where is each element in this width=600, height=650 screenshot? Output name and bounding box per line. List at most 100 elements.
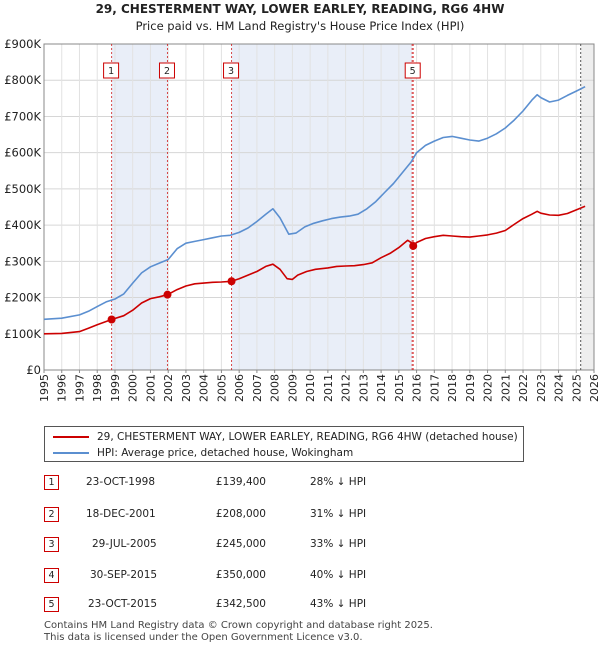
shaded-period bbox=[231, 44, 413, 370]
table-row: 4 30-SEP-2015 £350,000 40% ↓ HPI bbox=[0, 568, 600, 586]
table-row: 2 18-DEC-2001 £208,000 31% ↓ HPI bbox=[0, 507, 600, 525]
x-tick-label: 2013 bbox=[357, 374, 370, 402]
x-tick-label: 1998 bbox=[91, 374, 104, 402]
x-tick-label: 2001 bbox=[144, 374, 157, 402]
plot-border bbox=[43, 43, 595, 371]
x-tick-label: 2007 bbox=[251, 374, 264, 402]
y-tick-label: £300K bbox=[4, 254, 41, 268]
chart-title: 29, CHESTERMENT WAY, LOWER EARLEY, READI… bbox=[96, 2, 505, 16]
x-tick-label: 2025 bbox=[570, 374, 583, 402]
hpi-series-line bbox=[43, 85, 586, 321]
event-box-5 bbox=[404, 62, 421, 79]
legend-label: 29, CHESTERMENT WAY, LOWER EARLEY, READI… bbox=[97, 431, 518, 443]
x-tick-label: 2024 bbox=[553, 374, 566, 402]
sale-number-badge: 3 bbox=[44, 537, 59, 552]
x-tick-label: 2022 bbox=[517, 374, 530, 402]
sale-number-badge: 4 bbox=[44, 568, 59, 583]
x-tick-label: 2019 bbox=[464, 374, 477, 402]
y-axis-ticks: £0 £100K £200K £300K £400K £500K £600K £700K £80… bbox=[4, 37, 41, 377]
y-tick-label: £0 bbox=[26, 363, 41, 377]
legend-label: HPI: Average price, detached house, Woki… bbox=[97, 447, 354, 459]
event-box-label-2: 2 bbox=[164, 66, 170, 77]
table-row: 1 23-OCT-1998 £139,400 28% ↓ HPI bbox=[0, 475, 600, 493]
chart-subtitle: Price paid vs. HM Land Registry's House … bbox=[136, 19, 465, 33]
sale-price: £208,000 bbox=[215, 508, 266, 520]
legend-swatch-blue bbox=[53, 452, 89, 454]
sale-price: £139,400 bbox=[215, 476, 266, 488]
table-row: 3 29-JUL-2005 £245,000 33% ↓ HPI bbox=[0, 537, 600, 555]
x-tick-label: 1995 bbox=[38, 374, 51, 402]
legend: 29, CHESTERMENT WAY, LOWER EARLEY, READI… bbox=[44, 426, 524, 462]
sale-hpi-diff: 33% ↓ HPI bbox=[310, 538, 367, 550]
x-tick-label: 2018 bbox=[446, 374, 459, 402]
x-tick-label: 2015 bbox=[393, 374, 406, 402]
footer-line: This data is licensed under the Open Gov… bbox=[44, 632, 363, 643]
x-tick-label: 2017 bbox=[428, 374, 441, 402]
series-lines bbox=[43, 85, 586, 335]
x-tick-label: 2026 bbox=[588, 374, 600, 402]
legend-swatch-red bbox=[53, 436, 89, 438]
sale-date: 23-OCT-1998 bbox=[86, 476, 155, 488]
sale-marker-1 bbox=[107, 315, 116, 324]
sale-date: 23-OCT-2015 bbox=[88, 598, 157, 610]
sale-marker-2 bbox=[163, 290, 172, 299]
legend-item-hpi: HPI: Average price, detached house, Woki… bbox=[53, 445, 353, 461]
event-box-1 bbox=[103, 62, 120, 79]
sale-date: 18-DEC-2001 bbox=[86, 508, 156, 520]
event-box-label-1: 1 bbox=[108, 66, 114, 77]
y-tick-label: £800K bbox=[4, 73, 41, 87]
sale-number-badge: 5 bbox=[44, 597, 59, 612]
x-tick-label: 1997 bbox=[73, 374, 86, 402]
x-tick-label: 2020 bbox=[482, 374, 495, 402]
sale-date: 29-JUL-2005 bbox=[92, 538, 157, 550]
footer-attribution: Contains HM Land Registry data © Crown c… bbox=[44, 620, 433, 644]
y-tick-label: £500K bbox=[4, 182, 41, 196]
x-tick-label: 2006 bbox=[233, 374, 246, 402]
event-box-label-3: 3 bbox=[228, 66, 234, 77]
x-tick-label: 2014 bbox=[375, 374, 388, 402]
footer-line: Contains HM Land Registry data © Crown c… bbox=[44, 620, 433, 631]
property-series-line bbox=[43, 205, 586, 335]
sale-hpi-diff: 40% ↓ HPI bbox=[310, 569, 367, 581]
y-tick-label: £700K bbox=[4, 109, 41, 123]
x-tick-label: 2000 bbox=[127, 374, 140, 402]
x-tick-label: 2023 bbox=[535, 374, 548, 402]
projection-area bbox=[580, 44, 594, 370]
y-tick-label: £600K bbox=[4, 146, 41, 160]
grid-lines bbox=[43, 43, 595, 371]
y-tick-label: £900K bbox=[4, 37, 41, 51]
sale-price: £350,000 bbox=[215, 569, 266, 581]
legend-item-property: 29, CHESTERMENT WAY, LOWER EARLEY, READI… bbox=[53, 429, 518, 445]
sale-hpi-diff: 31% ↓ HPI bbox=[310, 508, 367, 520]
x-tick-label: 1999 bbox=[109, 374, 122, 402]
x-tick-label: 2012 bbox=[340, 374, 353, 402]
sale-number-boxes: 1 2 3 5 bbox=[103, 62, 421, 79]
sale-marker-5 bbox=[409, 241, 418, 250]
x-tick-label: 2010 bbox=[304, 374, 317, 402]
x-tick-label: 2009 bbox=[286, 374, 299, 402]
x-tick-label: 2003 bbox=[180, 374, 193, 402]
event-box-2 bbox=[158, 62, 175, 79]
price-chart: 29, CHESTERMENT WAY, LOWER EARLEY, READI… bbox=[4, 2, 600, 402]
x-tick-label: 2005 bbox=[215, 374, 228, 402]
sale-price: £245,000 bbox=[215, 538, 266, 550]
y-tick-label: £100K bbox=[4, 327, 41, 341]
event-box-label-5: 5 bbox=[410, 66, 416, 77]
x-tick-label: 2004 bbox=[198, 374, 211, 402]
table-row: 5 23-OCT-2015 £342,500 43% ↓ HPI bbox=[0, 597, 600, 615]
sale-price: £342,500 bbox=[215, 598, 266, 610]
x-axis-ticks: 1995 1996 1997 1998 1999 2000 2001 2002 2003 2004… bbox=[38, 370, 600, 402]
x-tick-label: 2008 bbox=[269, 374, 282, 402]
x-tick-label: 2011 bbox=[322, 374, 335, 402]
x-tick-label: 2002 bbox=[162, 374, 175, 402]
sale-period-shading bbox=[111, 44, 594, 370]
event-box-3 bbox=[223, 62, 240, 79]
sale-marker-3 bbox=[227, 277, 236, 286]
sale-markers bbox=[107, 241, 418, 324]
shaded-period bbox=[111, 44, 168, 370]
y-tick-label: £200K bbox=[4, 291, 41, 305]
x-tick-label: 2016 bbox=[411, 374, 424, 402]
sale-hpi-diff: 43% ↓ HPI bbox=[310, 598, 367, 610]
sale-number-badge: 1 bbox=[44, 475, 59, 490]
x-tick-label: 2021 bbox=[499, 374, 512, 402]
